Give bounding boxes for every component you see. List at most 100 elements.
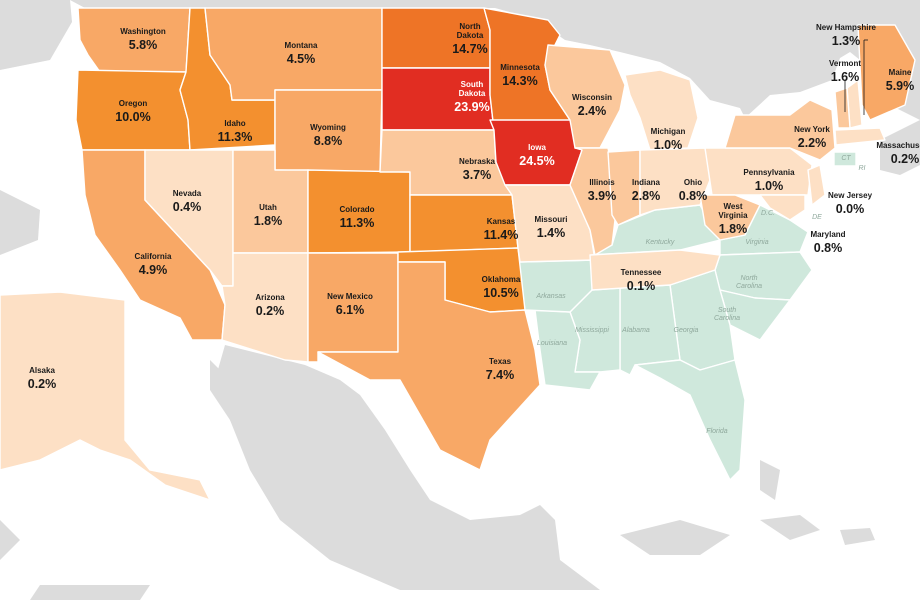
state-vermont — [834, 87, 851, 129]
state-value-new-hampshire: 1.3% — [832, 34, 861, 48]
state-new-jersey — [807, 164, 826, 206]
state-name-tennessee: Tennessee — [621, 268, 662, 277]
state-value-idaho: 11.3% — [218, 130, 253, 144]
state-value-washington: 5.8% — [129, 38, 158, 52]
state-name-nebraska: Nebraska — [459, 157, 496, 166]
no-data-label-south-carolina: South — [718, 307, 736, 314]
state-florida — [634, 359, 746, 481]
state-louisiana — [534, 309, 601, 391]
state-value-maine: 5.9% — [886, 79, 915, 93]
state-shapes — [0, 7, 916, 501]
state-name-alsaka: Alsaka — [29, 366, 55, 375]
no-data-label-arkansas: Arkansas — [535, 293, 566, 300]
no-data-label-alabama: Alabama — [621, 327, 650, 334]
state-west-virginia — [699, 194, 761, 241]
state-value-texas: 7.4% — [486, 368, 515, 382]
no-data-label-north-carolina: North — [740, 275, 757, 282]
no-data-label-kentucky: Kentucky — [646, 239, 675, 246]
state-value-west-virginia: 1.8% — [719, 222, 748, 236]
no-data-label-louisiana: Louisiana — [537, 340, 567, 347]
abbr-de: DE — [812, 214, 822, 221]
state-name-minnesota: Minnesota — [500, 63, 540, 72]
state-value-alsaka: 0.2% — [28, 377, 57, 391]
state-value-illinois: 3.9% — [588, 189, 617, 203]
state-value-oregon: 10.0% — [115, 110, 150, 124]
state-value-tennessee: 0.1% — [627, 279, 656, 293]
state-value-colorado: 11.3% — [340, 216, 375, 230]
state-name-idaho: Idaho — [224, 119, 245, 128]
callout-lines — [844, 39, 868, 115]
state-name-iowa: Iowa — [528, 143, 546, 152]
state-name-nevada: Nevada — [173, 189, 202, 198]
state-value-new-mexico: 6.1% — [336, 303, 365, 317]
state-name-arizona: Arizona — [255, 293, 285, 302]
state-name-kansas: Kansas — [487, 217, 516, 226]
state-name-north-dakota: North — [459, 22, 480, 31]
state-value-south-dakota: 23.9% — [454, 100, 489, 114]
state-name-massachusetts: Massachusetts — [876, 141, 920, 150]
state-alsaka — [0, 291, 211, 501]
state-value-missouri: 1.4% — [537, 226, 566, 240]
state-iowa — [489, 119, 583, 186]
state-value-minnesota: 14.3% — [502, 74, 537, 88]
state-name-montana: Montana — [285, 41, 318, 50]
state-name-utah: Utah — [259, 203, 277, 212]
state-name-ohio: Ohio — [684, 178, 702, 187]
state-value-nebraska: 3.7% — [463, 168, 492, 182]
small-state-abbreviations: CT RI DE D.C. — [761, 151, 866, 221]
state-value-maryland: 0.8% — [814, 241, 843, 255]
state-value-new-york: 2.2% — [798, 136, 827, 150]
state-value-ohio: 0.8% — [679, 189, 708, 203]
state-name-oregon: Oregon — [119, 99, 148, 108]
abbr-d-c-: D.C. — [761, 210, 775, 217]
no-data-label-south-carolina: Carolina — [714, 315, 740, 322]
state-value-montana: 4.5% — [287, 52, 316, 66]
state-tennessee — [589, 249, 721, 291]
state-value-oklahoma: 10.5% — [483, 286, 518, 300]
state-name-california: California — [135, 252, 172, 261]
state-value-michigan: 1.0% — [654, 138, 683, 152]
state-value-indiana: 2.8% — [632, 189, 661, 203]
state-massachusetts — [834, 127, 886, 146]
state-name-wyoming: Wyoming — [310, 123, 346, 132]
state-name-new-hampshire: New Hampshire — [816, 23, 877, 32]
state-indiana — [607, 149, 641, 226]
state-value-vermont: 1.6% — [831, 70, 860, 84]
state-name-missouri: Missouri — [535, 215, 568, 224]
state-name-new-jersey: New Jersey — [828, 191, 873, 200]
state-value-california: 4.9% — [139, 263, 168, 277]
state-name-texas: Texas — [489, 357, 512, 366]
state-new-york — [724, 99, 836, 161]
state-value-north-dakota: 14.7% — [452, 42, 487, 56]
state-south-dakota — [381, 67, 495, 131]
state-name-michigan: Michigan — [651, 127, 686, 136]
no-data-state-labels: Kentucky VirginiaNorthCarolinaSouthCaroli… — [535, 239, 768, 435]
state-value-arizona: 0.2% — [256, 304, 285, 318]
state-name-maine: Maine — [889, 68, 912, 77]
state-value-kansas: 11.4% — [484, 228, 519, 242]
state-name-illinois: Illinois — [589, 178, 615, 187]
state-name-new-york: New York — [794, 125, 830, 134]
state-value-new-jersey: 0.0% — [836, 202, 865, 216]
state-name-oklahoma: Oklahoma — [482, 275, 521, 284]
state-name-washington: Washington — [120, 27, 166, 36]
state-name-maryland: Maryland — [810, 230, 845, 239]
state-connecticut — [833, 151, 857, 167]
state-maine — [857, 24, 916, 121]
no-data-label-virginia: Virginia — [745, 239, 768, 246]
state-value-wyoming: 8.8% — [314, 134, 343, 148]
state-value-utah: 1.8% — [254, 214, 283, 228]
state-name-new-mexico: New Mexico — [327, 292, 373, 301]
state-name-pennsylvania: Pennsylvania — [743, 168, 795, 177]
state-value-nevada: 0.4% — [173, 200, 202, 214]
state-labels: Washington 5.8% Oregon 10.0% California 4.9% I… — [28, 22, 920, 391]
no-data-label-georgia: Georgia — [674, 327, 699, 334]
state-name-indiana: Indiana — [632, 178, 661, 187]
abbr-ct: CT — [841, 155, 851, 162]
no-data-label-mississippi: Mississippi — [575, 327, 609, 334]
state-value-iowa: 24.5% — [519, 154, 554, 168]
no-data-label-florida: Florida — [706, 428, 728, 435]
state-value-massachusetts: 0.2% — [891, 152, 920, 166]
state-name-west-virginia: Virginia — [718, 211, 748, 220]
